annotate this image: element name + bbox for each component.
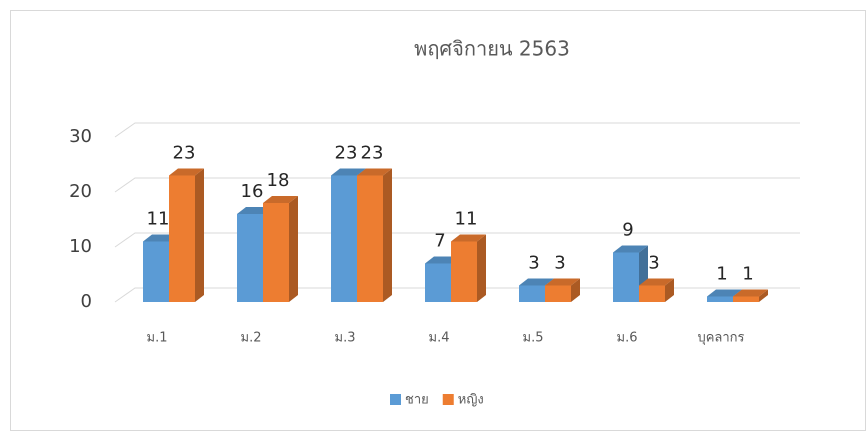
bar-top <box>519 278 554 286</box>
legend-label: ชาย <box>405 393 429 408</box>
bar <box>639 278 674 302</box>
bar-front <box>519 285 545 302</box>
x-tick-label: บุคลากร <box>697 331 744 346</box>
bar-front <box>143 241 169 302</box>
bar-side <box>759 289 768 302</box>
data-label: 11 <box>147 209 170 230</box>
legend-swatch <box>442 394 454 405</box>
bar-front <box>613 252 639 302</box>
x-tick-label: ม.1 <box>147 331 168 346</box>
data-label: 16 <box>241 181 264 202</box>
bar-front <box>545 285 571 302</box>
x-tick-label: ม.4 <box>429 331 450 346</box>
x-tick-label: ม.6 <box>617 331 638 346</box>
bar-front <box>263 203 289 302</box>
bar-top <box>707 289 742 297</box>
data-label: 1 <box>716 264 727 285</box>
bar-side <box>383 168 392 302</box>
legend-swatch <box>390 394 401 405</box>
data-label: 3 <box>554 253 565 274</box>
x-tick-label: ม.5 <box>523 331 544 346</box>
bar-top <box>331 168 366 176</box>
bar-front <box>733 296 759 302</box>
chart-border <box>10 10 866 431</box>
y-tick-label: 30 <box>69 126 92 147</box>
grid-line <box>114 122 800 138</box>
bar-top <box>169 168 204 176</box>
y-tick-label: 0 <box>81 291 92 312</box>
bar <box>733 289 768 302</box>
bar-side <box>195 168 204 302</box>
data-label: 23 <box>173 143 196 164</box>
bar-side <box>571 278 580 302</box>
grid-line <box>114 232 800 248</box>
bar-top <box>263 196 298 203</box>
bar-front <box>169 175 195 302</box>
legend-label: หญิง <box>458 393 484 408</box>
bar-front <box>707 296 733 302</box>
bar-top <box>357 168 392 176</box>
bar <box>169 168 204 302</box>
bar-front <box>639 285 665 302</box>
bar-front <box>425 263 451 302</box>
bar-side <box>665 278 674 302</box>
bar <box>451 234 486 302</box>
chart-title: พฤศจิกายน 2563 <box>414 37 570 61</box>
data-label: 7 <box>434 231 445 252</box>
bar-front <box>237 214 263 302</box>
bar <box>263 196 298 302</box>
data-label: 23 <box>335 143 358 164</box>
y-tick-label: 20 <box>69 181 92 202</box>
bar-top <box>451 234 486 242</box>
bar <box>545 278 580 302</box>
x-tick-label: ม.3 <box>335 331 356 346</box>
grid-line <box>114 177 800 193</box>
bar-side <box>289 196 298 302</box>
bar-top <box>613 245 648 253</box>
data-label: 3 <box>648 253 659 274</box>
bar-top <box>545 278 580 286</box>
y-tick-label: 10 <box>69 236 92 257</box>
data-label: 9 <box>622 220 633 241</box>
data-label: 1 <box>742 264 753 285</box>
bar-side <box>477 234 486 302</box>
data-label: 11 <box>455 209 478 230</box>
bar-front <box>451 241 477 302</box>
bar <box>357 168 392 302</box>
bar-top <box>733 289 768 297</box>
bar-front <box>357 175 383 302</box>
data-label: 18 <box>267 170 290 191</box>
bar-top <box>639 278 674 286</box>
data-label: 3 <box>528 253 539 274</box>
x-tick-label: ม.2 <box>241 331 262 346</box>
bar-front <box>331 175 357 302</box>
data-label: 23 <box>361 143 384 164</box>
